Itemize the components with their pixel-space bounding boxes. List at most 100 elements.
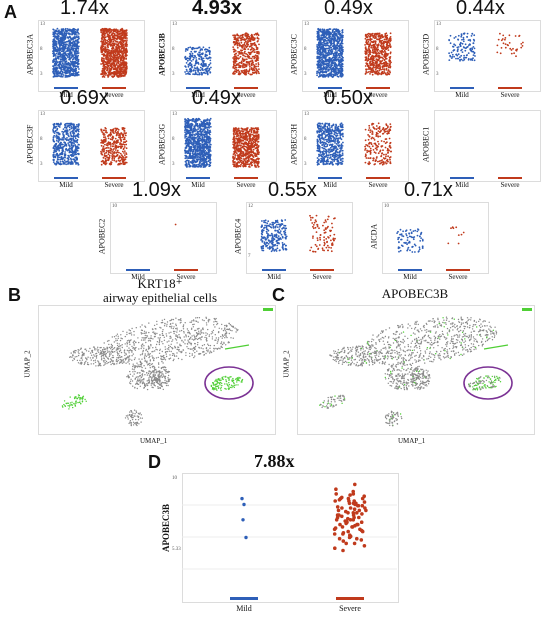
mild-point xyxy=(184,55,187,58)
mild-point xyxy=(53,149,56,152)
severe-point xyxy=(235,68,237,71)
severe-point xyxy=(364,59,367,62)
mild-point xyxy=(69,32,71,35)
mild-point xyxy=(463,54,465,57)
severe-point xyxy=(102,53,105,55)
severe-point xyxy=(376,38,379,41)
mild-point xyxy=(64,58,67,60)
severe-point xyxy=(125,45,128,47)
mild-point xyxy=(318,69,321,71)
severe-point xyxy=(105,42,108,45)
severe-point xyxy=(120,145,122,148)
x-tick-severe: Severe xyxy=(104,91,124,99)
severe-point xyxy=(113,67,115,70)
mild-point xyxy=(55,32,57,35)
mild-point xyxy=(64,151,66,153)
severe-point xyxy=(233,34,236,37)
mild-point xyxy=(75,52,77,55)
mild-point xyxy=(331,50,333,53)
severe-point xyxy=(504,37,507,39)
mild-point xyxy=(69,44,72,47)
mild-point xyxy=(326,41,329,44)
severe-point xyxy=(118,49,121,51)
mild-point xyxy=(469,47,472,50)
severe-point xyxy=(101,131,104,134)
severe-point xyxy=(107,159,110,162)
violin-chart-apobec3c: 0.49x APOBEC3C 13 8 3 Mild Severe xyxy=(290,0,417,100)
mild-point xyxy=(63,71,66,74)
severe-point xyxy=(252,55,254,58)
mild-point xyxy=(52,50,54,53)
severe-point xyxy=(382,65,385,67)
mild-point xyxy=(54,29,57,32)
mild-point xyxy=(326,70,328,73)
mild-point xyxy=(206,73,209,76)
severe-point xyxy=(255,63,257,65)
mild-point xyxy=(59,31,62,33)
mild-point xyxy=(473,47,476,50)
y-tick-label: 13 xyxy=(172,22,177,27)
mild-point xyxy=(184,71,186,73)
severe-point xyxy=(235,39,237,41)
mild-point xyxy=(338,36,340,39)
severe-point xyxy=(242,44,244,46)
mild-point xyxy=(71,73,74,75)
mild-point xyxy=(320,45,323,48)
mild-point xyxy=(58,149,61,152)
y-tick-label: 3 xyxy=(172,72,175,77)
mild-point xyxy=(67,67,70,70)
mild-point xyxy=(338,68,340,70)
mild-point xyxy=(61,65,63,68)
mild-point xyxy=(76,57,79,60)
mild-point xyxy=(70,68,73,71)
severe-point xyxy=(233,44,236,46)
severe-point xyxy=(114,145,117,148)
severe-point xyxy=(103,69,106,72)
severe-point xyxy=(245,58,248,61)
mild-point xyxy=(328,66,331,69)
severe-point xyxy=(380,73,383,76)
severe-point xyxy=(111,45,114,47)
mild-point xyxy=(59,141,62,144)
mild-point xyxy=(77,163,80,166)
severe-point xyxy=(117,130,119,133)
mild-point xyxy=(459,56,461,59)
mild-point xyxy=(57,55,59,58)
mild-point xyxy=(466,46,468,49)
mild-point xyxy=(339,65,341,68)
mild-point xyxy=(457,38,459,41)
severe-point xyxy=(101,50,104,53)
severe-point xyxy=(253,42,255,45)
mild-point xyxy=(319,41,321,44)
mild-point xyxy=(58,29,60,32)
mild-point xyxy=(206,72,209,75)
severe-point xyxy=(516,48,518,51)
x-tick-mild: Mild xyxy=(191,91,205,99)
severe-point xyxy=(250,57,253,60)
mild-point xyxy=(319,75,322,77)
mild-point xyxy=(452,49,455,52)
severe-point xyxy=(123,158,126,161)
mild-point xyxy=(66,47,69,50)
mild-point xyxy=(317,35,320,37)
mild-point xyxy=(463,46,466,49)
strip-svg xyxy=(448,32,524,89)
mild-point xyxy=(201,64,203,67)
fold-change-label: 4.93x xyxy=(192,0,243,19)
severe-point xyxy=(104,140,107,143)
mild-point xyxy=(64,45,66,48)
mild-point xyxy=(59,38,62,41)
mild-point xyxy=(334,44,336,47)
severe-point xyxy=(101,33,104,36)
severe-point xyxy=(232,34,234,37)
severe-point xyxy=(111,75,113,77)
mild-point xyxy=(57,156,59,159)
mild-point xyxy=(76,157,78,160)
mild-point xyxy=(317,49,320,52)
severe-point xyxy=(367,59,370,62)
mild-point xyxy=(196,47,199,50)
severe-point xyxy=(378,52,381,55)
severe-point xyxy=(512,47,514,50)
mild-point xyxy=(58,133,61,135)
mild-point xyxy=(55,75,57,77)
